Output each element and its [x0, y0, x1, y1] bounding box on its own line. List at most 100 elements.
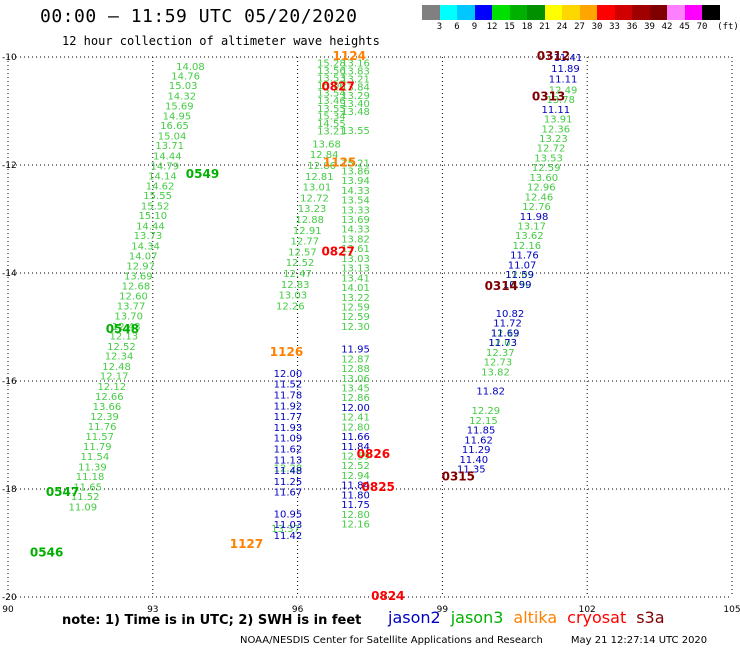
- color-cell-9: [579, 5, 597, 20]
- data-point-jason3: 13.53: [534, 153, 563, 164]
- data-point-jason3: 14.62: [146, 182, 175, 193]
- data-point-jason2: 11.40: [459, 455, 488, 466]
- data-point-jason3: 14.14: [148, 171, 177, 182]
- color-label: 21: [539, 22, 550, 32]
- data-point-jason2: 11.09: [274, 434, 303, 445]
- data-point-jason2: 11.35: [457, 464, 486, 475]
- data-point-jason3: 14.08: [176, 62, 205, 73]
- data-point-jason3: 12.52: [107, 342, 136, 353]
- data-point-jason2: 11.78: [274, 391, 303, 402]
- pass-time-label-jason3: 0547: [46, 485, 79, 499]
- color-label: 39: [644, 22, 655, 32]
- footnote: note: 1) Time is in UTC; 2) SWH is in fe…: [62, 613, 362, 628]
- color-cell-8: [562, 5, 580, 20]
- color-cell-0: [422, 5, 440, 20]
- x-tick-label: 96: [292, 605, 304, 615]
- data-point-jason3: 12.86: [341, 393, 370, 404]
- color-label: 27: [574, 22, 585, 32]
- pass-time-label-altika: 1125: [323, 155, 356, 169]
- data-point-jason3: 12.15: [469, 416, 498, 427]
- data-point-jason3: 11.39: [78, 462, 107, 473]
- pass-time-label-s3a: 0312: [537, 49, 570, 63]
- color-label: 6: [454, 22, 460, 32]
- data-point-jason3: 14.44: [136, 221, 165, 232]
- data-point-jason2: 11.67: [274, 488, 303, 499]
- data-point-jason3: 12.13: [110, 332, 139, 343]
- color-cell-5: [509, 5, 527, 20]
- data-point-jason3: 15.21: [341, 158, 370, 169]
- pass-time-label-altika: 1127: [230, 537, 263, 551]
- data-point-jason3: 12.41: [341, 413, 370, 424]
- data-point-jason3: 11.52: [71, 492, 100, 503]
- color-cell-16: [702, 5, 720, 20]
- y-tick-label: -16: [2, 377, 17, 387]
- data-point-jason3: 12.59: [532, 163, 561, 174]
- data-point-jason3: 11.57: [85, 432, 114, 443]
- data-point-jason3: 13.82: [341, 234, 370, 245]
- data-point-jason3: 12.43: [112, 322, 141, 333]
- data-point-jason2: 11.29: [462, 445, 491, 456]
- data-point-jason3: 13.21: [317, 126, 346, 137]
- data-point-jason3: 12.37: [486, 348, 515, 359]
- data-point-jason3: 13.23: [298, 204, 327, 215]
- legend-jason2: jason2: [388, 608, 441, 627]
- data-point-jason2: 11.25: [274, 477, 303, 488]
- legend-altika: altika: [513, 608, 558, 627]
- data-point-jason3: 12.94: [341, 471, 370, 482]
- data-point-jason2: 11.77: [274, 412, 303, 423]
- data-point-jason2: 11.82: [476, 387, 505, 398]
- data-point-jason2: 11.93: [274, 423, 303, 434]
- x-tick-label: 99: [437, 605, 449, 615]
- data-point-jason3: 12.97: [126, 261, 155, 272]
- data-point-jason3: 13.13: [341, 264, 370, 275]
- data-point-jason2: 11.07: [508, 260, 537, 271]
- satellite-legend: jason2 jason3 altika cryosat s3a: [388, 608, 675, 627]
- data-point-jason2: 11.80: [341, 490, 370, 501]
- data-point-jason3: 12.77: [291, 237, 320, 248]
- data-point-jason3: 13.78: [546, 95, 575, 106]
- data-point-jason2: 11.85: [467, 426, 496, 437]
- data-point-jason3: 13.62: [515, 231, 544, 242]
- data-point-jason2: 11.48: [274, 466, 303, 477]
- data-point-jason3: 12.80: [341, 422, 370, 433]
- data-point-jason3: 14.95: [163, 111, 192, 122]
- color-cell-3: [474, 5, 492, 20]
- legend-jason3: jason3: [450, 608, 504, 627]
- data-point-jason2: 11.59: [505, 270, 534, 281]
- data-point-jason3: 12.16: [341, 520, 370, 531]
- y-tick-label: -14: [2, 269, 17, 279]
- pass-time-label-altika: 1126: [270, 345, 303, 359]
- data-point-jason3: 13.03: [341, 254, 370, 265]
- legend-cryosat: cryosat: [567, 608, 627, 627]
- data-point-jason3: 11.18: [76, 472, 105, 483]
- data-point-jason2: 11.11: [542, 105, 571, 116]
- data-point-jason3: 13.71: [155, 141, 184, 152]
- credit-timestamp: May 21 12:27:14 UTC 2020: [570, 635, 708, 646]
- data-point-jason3: 13.23: [539, 134, 568, 145]
- data-point-jason3: 13.94: [341, 176, 370, 187]
- color-label: 36: [626, 22, 638, 32]
- data-point-jason3: 12.03: [488, 338, 517, 349]
- data-point-jason3: 15.10: [138, 211, 167, 222]
- data-point-jason3: 12.30: [341, 322, 370, 333]
- data-point-jason3: 12.52: [286, 258, 315, 269]
- data-point-jason2: 11.73: [488, 338, 517, 349]
- data-point-jason3: 14.33: [341, 225, 370, 236]
- legend-s3a: s3a: [636, 608, 665, 627]
- data-point-jason3: 12.46: [525, 192, 554, 203]
- pass-time-label-jason3: 0548: [106, 322, 139, 336]
- pass-time-label-jason3: 0546: [30, 546, 63, 560]
- pass-time-label-cryosat: 0826: [357, 447, 390, 461]
- pass-time-label-cryosat: 0825: [362, 480, 395, 494]
- color-label: 70: [696, 22, 708, 32]
- data-point-jason3: 12.47: [283, 269, 312, 280]
- data-point-jason3: 13.29: [341, 91, 370, 102]
- x-tick-label: 90: [2, 605, 14, 615]
- data-point-jason3: 12.72: [300, 193, 329, 204]
- x-tick-label: 102: [579, 605, 596, 615]
- data-point-jason3: 13.40: [341, 99, 370, 110]
- pass-time-label-jason3: 0549: [186, 167, 219, 181]
- data-point-jason3: 15.28: [317, 58, 346, 69]
- data-point-jason3: 13.46: [317, 96, 346, 107]
- data-point-jason3: 13.86: [341, 166, 370, 177]
